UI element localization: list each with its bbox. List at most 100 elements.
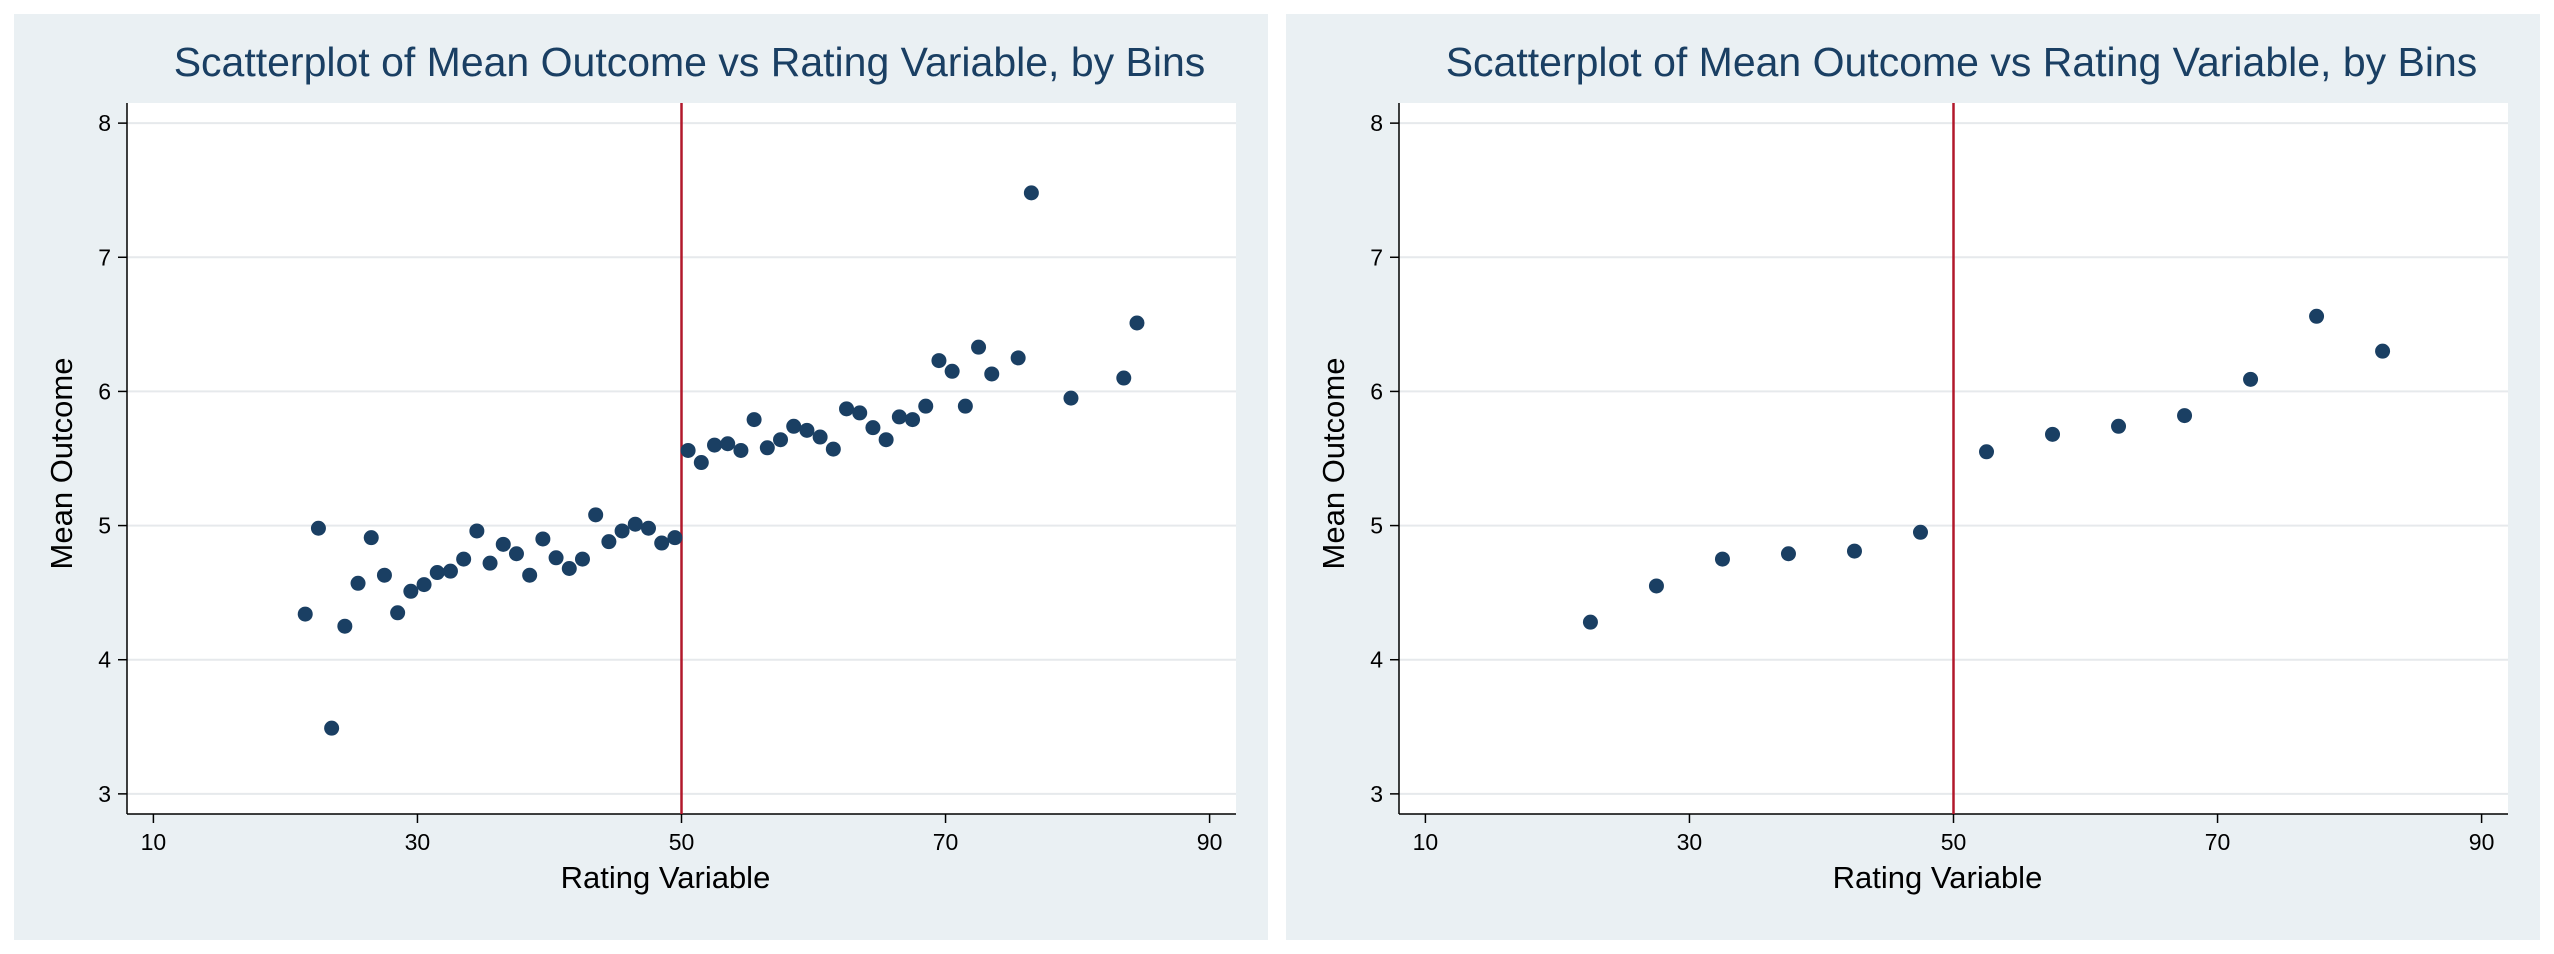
- y-tick-label: 5: [1370, 513, 1383, 539]
- data-point: [931, 353, 947, 369]
- data-point: [746, 412, 762, 428]
- data-point: [1023, 185, 1039, 201]
- x-tick-label: 90: [2469, 829, 2495, 855]
- data-point: [310, 520, 326, 536]
- data-point: [1714, 551, 1730, 567]
- data-point: [680, 442, 696, 458]
- data-point: [1582, 614, 1598, 630]
- data-point: [773, 432, 789, 448]
- data-point: [1129, 315, 1145, 331]
- y-tick-label: 6: [1370, 378, 1383, 404]
- data-point: [812, 429, 828, 445]
- x-tick-label: 50: [1941, 829, 1967, 855]
- data-point: [852, 405, 868, 421]
- data-point: [733, 442, 749, 458]
- data-point: [2309, 308, 2325, 324]
- data-point: [601, 534, 617, 550]
- data-point: [324, 720, 340, 736]
- data-point: [799, 422, 815, 438]
- data-point: [456, 551, 472, 567]
- data-point: [363, 530, 379, 546]
- chart-svg-right: 3 4 5 6 7 8 10 30 50 70 90 Scatterplot of Mean Outc…: [1316, 39, 2508, 895]
- data-point: [1116, 370, 1132, 386]
- data-point: [1846, 543, 1862, 559]
- data-point: [944, 363, 960, 379]
- y-tick-label: 5: [98, 513, 111, 539]
- y-tick-label: 4: [98, 647, 111, 673]
- data-point: [865, 420, 881, 436]
- data-point: [495, 536, 511, 552]
- y-tick-label: 6: [98, 378, 111, 404]
- data-point: [522, 567, 538, 583]
- x-tick-label: 70: [933, 829, 959, 855]
- y-tick-label: 3: [1370, 781, 1383, 807]
- data-point: [2045, 426, 2061, 442]
- data-point: [429, 565, 445, 581]
- chart-title: Scatterplot of Mean Outcome vs Rating Va…: [174, 39, 1206, 85]
- data-point: [707, 437, 723, 453]
- y-axis-label: Mean Outcome: [44, 358, 79, 570]
- data-point: [878, 432, 894, 448]
- data-point: [667, 530, 683, 546]
- data-point: [984, 366, 1000, 382]
- y-tick-label: 8: [98, 110, 111, 136]
- x-axis-label: Rating Variable: [561, 860, 771, 895]
- data-point: [839, 401, 855, 417]
- y-tick-label: 7: [1370, 244, 1383, 270]
- y-axis-label: Mean Outcome: [1316, 358, 1351, 570]
- data-point: [442, 563, 458, 579]
- data-point: [390, 605, 406, 621]
- data-point: [957, 398, 973, 414]
- data-point: [2375, 343, 2391, 359]
- data-point: [535, 531, 551, 547]
- data-point: [1010, 350, 1026, 366]
- data-point: [548, 550, 564, 566]
- data-point: [654, 535, 670, 551]
- data-point: [2111, 418, 2127, 434]
- x-tick-label: 10: [1413, 829, 1439, 855]
- data-point: [297, 606, 313, 622]
- x-tick-label: 50: [669, 829, 695, 855]
- data-point: [1912, 524, 1928, 540]
- data-point: [693, 455, 709, 471]
- x-axis-label: Rating Variable: [1833, 860, 2043, 895]
- data-point: [350, 575, 366, 591]
- y-tick-label: 3: [98, 781, 111, 807]
- data-point: [574, 551, 590, 567]
- data-point: [1780, 546, 1796, 562]
- data-point: [905, 412, 921, 428]
- y-tick-label: 7: [98, 244, 111, 270]
- data-point: [825, 441, 841, 457]
- chart-panel-left: 3 4 5 6 7 8 10 30 50 70 90 Scatterplot of Mean Outc…: [14, 14, 1268, 940]
- data-point: [640, 520, 656, 536]
- data-point: [588, 507, 604, 523]
- x-tick-label: 30: [1677, 829, 1703, 855]
- chart-panel-right: 3 4 5 6 7 8 10 30 50 70 90 Scatterplot of Mean Outc…: [1286, 14, 2540, 940]
- data-point: [561, 561, 577, 577]
- data-point: [614, 523, 630, 539]
- y-tick-label: 8: [1370, 110, 1383, 136]
- x-tick-label: 90: [1197, 829, 1223, 855]
- data-point: [376, 567, 392, 583]
- data-point: [1063, 390, 1079, 406]
- data-point: [786, 418, 802, 434]
- data-point: [482, 555, 498, 571]
- data-point: [469, 523, 485, 539]
- data-point: [627, 516, 643, 532]
- data-point: [720, 436, 736, 452]
- chart-svg-left: 3 4 5 6 7 8 10 30 50 70 90 Scatterplot of Mean Outc…: [44, 39, 1236, 895]
- x-tick-label: 10: [141, 829, 167, 855]
- data-point: [759, 440, 775, 456]
- data-point: [918, 398, 934, 414]
- y-tick-label: 4: [1370, 647, 1383, 673]
- x-tick-label: 70: [2205, 829, 2231, 855]
- data-point: [891, 409, 907, 425]
- data-point: [403, 583, 419, 599]
- data-point: [2177, 408, 2193, 424]
- chart-title: Scatterplot of Mean Outcome vs Rating Va…: [1446, 39, 2478, 85]
- data-point: [2243, 371, 2259, 387]
- data-point: [1648, 578, 1664, 594]
- data-point: [1979, 444, 1995, 460]
- x-tick-label: 30: [405, 829, 431, 855]
- data-point: [508, 546, 524, 562]
